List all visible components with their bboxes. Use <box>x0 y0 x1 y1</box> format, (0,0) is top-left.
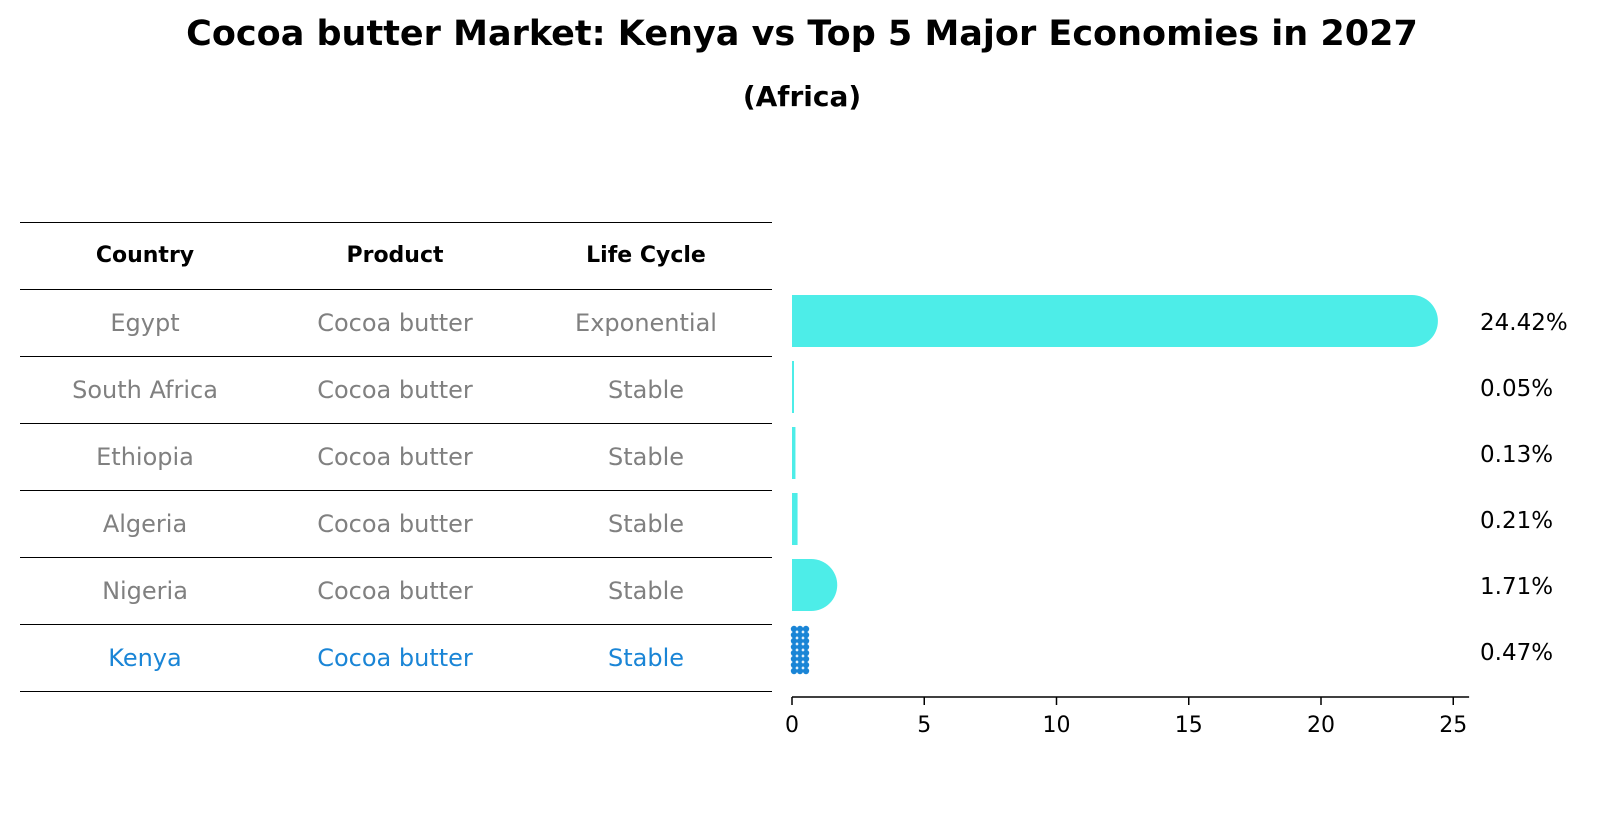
bar-dot <box>790 637 798 645</box>
x-tick-label: 15 <box>1175 713 1203 738</box>
cell-country: South Africa <box>72 376 218 404</box>
table-row: Nigeria Cocoa butter Stable <box>20 557 772 624</box>
header-life-cycle: Life Cycle <box>586 243 706 268</box>
value-label: 0.21% <box>1480 508 1553 534</box>
cell-life-cycle: Stable <box>607 644 685 672</box>
cell-country: Egypt <box>110 309 180 337</box>
bar <box>792 361 794 413</box>
bar-dot <box>796 655 804 663</box>
cell-life-cycle: Stable <box>607 443 685 471</box>
cell-country: Nigeria <box>102 577 188 605</box>
cell-life-cycle: Exponential <box>575 309 717 337</box>
x-tick-label: 25 <box>1439 713 1467 738</box>
value-label: 24.42% <box>1480 310 1568 336</box>
bar <box>792 493 798 545</box>
cell-product: Cocoa butter <box>317 644 473 672</box>
cell-product: Cocoa butter <box>317 376 473 404</box>
chart-title: Cocoa butter Market: Kenya vs Top 5 Majo… <box>186 14 1418 54</box>
value-label: 0.05% <box>1480 376 1553 402</box>
bar <box>792 559 838 611</box>
bar-dot <box>796 661 804 669</box>
bar-dot <box>802 655 810 663</box>
bar-dot <box>802 649 810 657</box>
x-tick-label: 10 <box>1043 713 1071 738</box>
cell-country: Ethiopia <box>96 443 194 471</box>
bar-dot <box>802 631 810 639</box>
bar-dot <box>790 625 798 633</box>
bar-dot <box>802 661 810 669</box>
value-label: 0.13% <box>1480 442 1553 468</box>
cell-product: Cocoa butter <box>317 577 473 605</box>
cell-product: Cocoa butter <box>317 510 473 538</box>
value-label: 0.47% <box>1480 640 1553 666</box>
chart-subtitle: (Africa) <box>742 80 862 113</box>
table-header-row: Country Product Life Cycle <box>20 222 772 289</box>
cell-country: Kenya <box>108 644 182 672</box>
header-country: Country <box>95 243 195 268</box>
bar-dot <box>796 667 804 675</box>
cell-life-cycle: Stable <box>607 577 685 605</box>
bar-dot <box>802 625 810 633</box>
cell-product: Cocoa butter <box>317 309 473 337</box>
bar-dot <box>802 667 810 675</box>
header-product: Product <box>346 243 444 268</box>
bar-dot <box>796 643 804 651</box>
table-row: Egypt Cocoa butter Exponential <box>20 289 772 356</box>
bar-dot <box>802 637 810 645</box>
bar-dot <box>796 625 804 633</box>
bar-dot <box>790 631 798 639</box>
bar-dot <box>790 661 798 669</box>
x-tick-label: 20 <box>1307 713 1335 738</box>
bar-dot <box>796 631 804 639</box>
cell-product: Cocoa butter <box>317 443 473 471</box>
value-label: 1.71% <box>1480 574 1553 600</box>
bar-dot <box>796 649 804 657</box>
table-row: Algeria Cocoa butter Stable <box>20 490 772 557</box>
cell-country: Algeria <box>102 510 188 538</box>
bar-dot <box>790 667 798 675</box>
cell-life-cycle: Stable <box>607 376 685 404</box>
cell-life-cycle: Stable <box>607 510 685 538</box>
bar <box>792 295 1438 347</box>
bar-dot <box>790 655 798 663</box>
bar-highlight <box>790 625 810 675</box>
bar-dot <box>790 649 798 657</box>
data-table: Country Product Life Cycle Egypt Cocoa b… <box>20 222 772 692</box>
x-tick-label: 0 <box>785 713 799 738</box>
table-row-highlight: Kenya Cocoa butter Stable <box>20 624 772 692</box>
x-tick-label: 5 <box>917 713 931 738</box>
bar-dot <box>802 643 810 651</box>
bar-dot <box>790 643 798 651</box>
table-row: Ethiopia Cocoa butter Stable <box>20 423 772 490</box>
bar-dot <box>796 637 804 645</box>
table-row: South Africa Cocoa butter Stable <box>20 356 772 423</box>
bar <box>792 427 796 479</box>
